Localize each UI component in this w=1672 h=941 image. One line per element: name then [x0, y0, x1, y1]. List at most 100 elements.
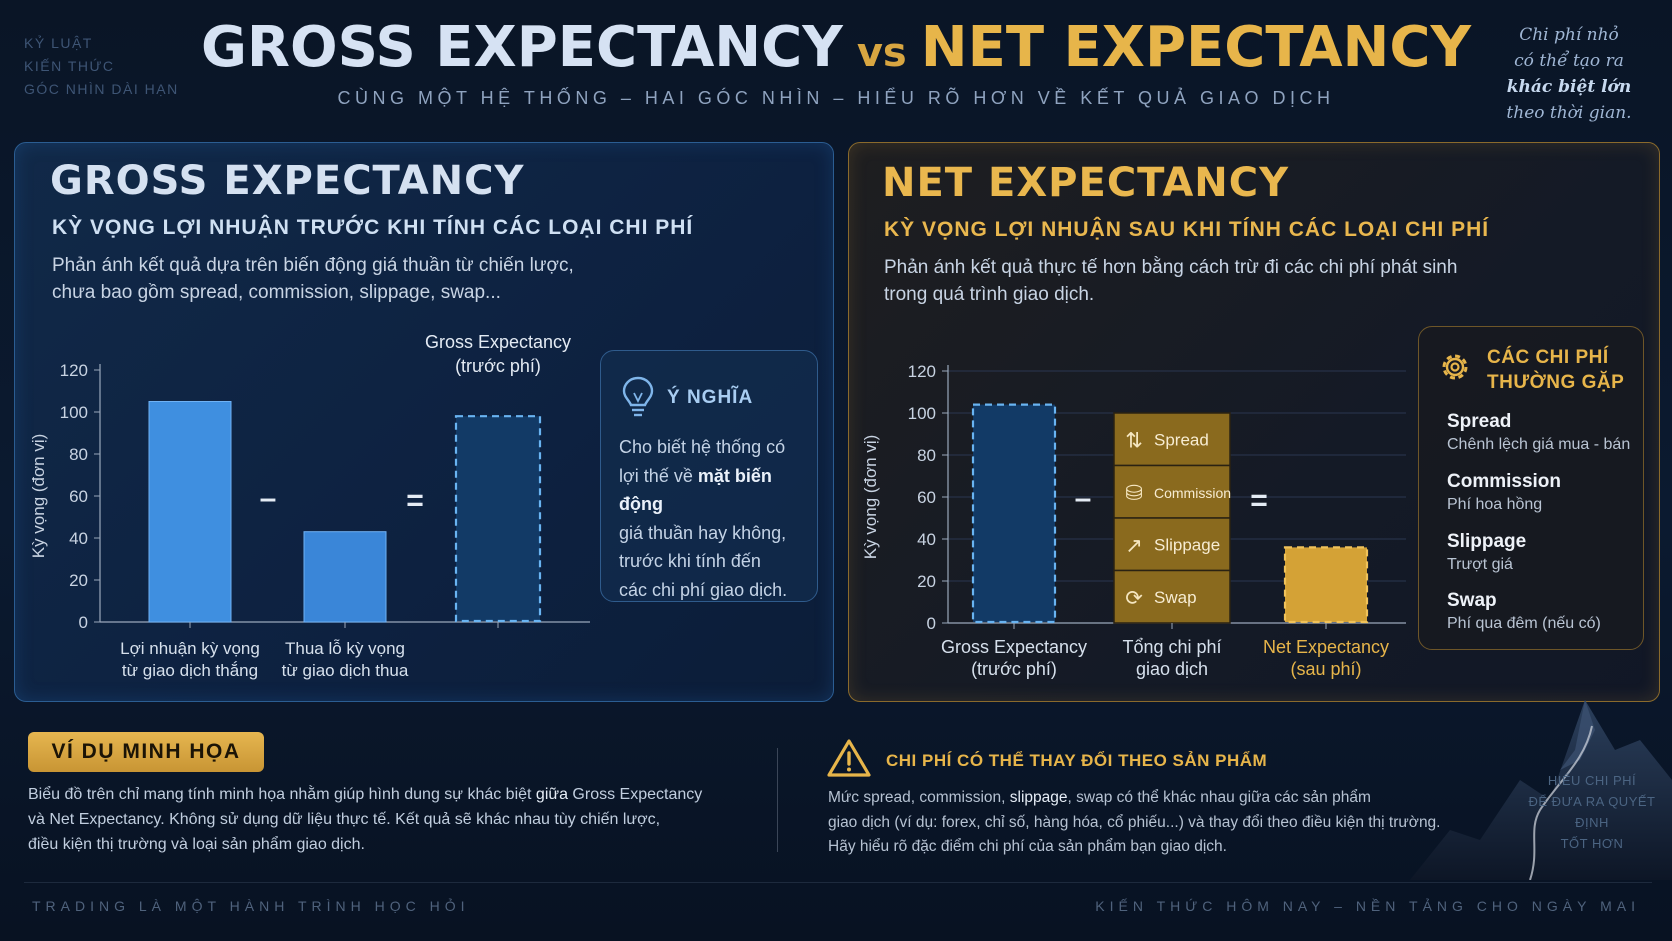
- main-title: GROSS EXPECTANCY vs NET EXPECTANCY: [0, 12, 1672, 89]
- stack-segment: [1113, 464, 1231, 519]
- mountain-caption: HIỂU CHI PHÍ ĐỂ ĐƯA RA QUYẾT ĐỊNH TỐT HƠ…: [1512, 770, 1672, 854]
- warning-line-part: , swap có thể khác nhau giữa các sản phẩ…: [1067, 789, 1371, 806]
- net-panel-subtitle: KỲ VỌNG LỢI NHUẬN SAU KHI TÍNH CÁC LOẠI …: [884, 218, 1490, 241]
- y-tick-label: 20: [69, 571, 88, 590]
- tagline-line: KIẾN THỨC: [24, 58, 115, 74]
- warning-line-bold: slippage: [1009, 789, 1068, 806]
- y-tick-label: 80: [69, 445, 88, 464]
- meaning-line: giá thuần hay không,: [619, 522, 787, 543]
- meaning-line: Cho biết hệ thống có: [619, 437, 786, 457]
- bar: [148, 401, 232, 623]
- gross-panel-subtitle: KỲ VỌNG LỢI NHUẬN TRƯỚC KHI TÍNH CÁC LOẠ…: [52, 216, 694, 239]
- example-line: Biểu đồ trên chỉ mang tính minh họa nhằm…: [28, 782, 748, 807]
- mountain-illustration: [1410, 700, 1672, 880]
- lightbulb-icon: [622, 376, 654, 417]
- example-line: và Net Expectancy. Không sử dụng dữ liệu…: [28, 811, 661, 828]
- stack-segment: [1113, 517, 1231, 572]
- y-tick-label: 60: [69, 487, 88, 506]
- cost-item-spread: Spread Chênh lệch giá mua - bán: [1447, 409, 1630, 456]
- warning-title: CHI PHÍ CÓ THỂ THAY ĐỔI THEO SẢN PHẨM: [886, 751, 1268, 770]
- example-line: điều kiện thị trường và loại sản phẩm gi…: [28, 836, 365, 853]
- stack-segment-icon: ⇅: [1125, 429, 1143, 452]
- main-title-vs: vs: [856, 30, 907, 76]
- y-tick-label: 40: [69, 529, 88, 548]
- bar: [303, 531, 387, 623]
- example-line-part: Gross Expectancy: [567, 786, 703, 803]
- stack-segment-label: Slippage: [1154, 535, 1220, 554]
- cost-name: Commission: [1447, 471, 1562, 492]
- x-tick-label: Net Expectancy: [1263, 637, 1389, 657]
- y-tick-label: 0: [79, 613, 88, 632]
- main-title-net: NET EXPECTANCY: [920, 15, 1472, 80]
- example-line-bold: giữa: [535, 786, 568, 803]
- bar-top-label: Gross Expectancy: [425, 332, 571, 352]
- x-tick-label: Thua lỗ kỳ vọng: [285, 639, 405, 658]
- example-text: Biểu đồ trên chỉ mang tính minh họa nhằm…: [28, 782, 748, 857]
- mountain-caption-line: ĐỂ ĐƯA RA QUYẾT ĐỊNH: [1528, 794, 1656, 830]
- y-tick-label: 100: [60, 403, 88, 422]
- costs-box: CÁC CHI PHÍ THƯỜNG GẶP Spread Chênh lệch…: [1418, 326, 1644, 650]
- equals-sign: =: [406, 484, 424, 517]
- x-tick-label: giao dịch: [1136, 659, 1208, 679]
- desc-line: chưa bao gồm spread, commission, slippag…: [52, 282, 501, 303]
- net-panel-desc: Phản ánh kết quả thực tế hơn bằng cách t…: [884, 254, 1457, 308]
- warning-line: Mức spread, commission, slippage, swap c…: [828, 786, 1468, 811]
- main-title-gross: GROSS EXPECTANCY: [200, 15, 843, 80]
- x-tick-label: (sau phí): [1290, 659, 1361, 679]
- quote-line: có thể tạo ra: [1514, 51, 1624, 71]
- stack-segment: [1113, 412, 1231, 467]
- bar-dashed: [971, 403, 1057, 624]
- cost-name: Spread: [1447, 411, 1512, 432]
- x-tick-label: từ giao dịch thắng: [122, 661, 258, 680]
- y-tick-label: 0: [927, 614, 936, 633]
- costs-title-line: THƯỜNG GẶP: [1487, 372, 1625, 393]
- example-badge: VÍ DỤ MINH HỌA: [28, 732, 264, 772]
- quote-line: Chi phí nhỏ: [1519, 25, 1619, 45]
- cost-desc: Phí hoa hồng: [1447, 496, 1543, 513]
- y-tick-label: 80: [917, 446, 936, 465]
- minus-sign: –: [260, 482, 277, 515]
- cost-desc: Chênh lệch giá mua - bán: [1447, 436, 1631, 453]
- cost-name: Slippage: [1447, 531, 1527, 552]
- stack-segment-label: Commission: [1154, 485, 1231, 501]
- meaning-line-part: lợi thế về: [619, 465, 698, 486]
- mountain-caption-line: HIỂU CHI PHÍ: [1547, 773, 1637, 788]
- quote-line-highlight: khác biệt lớn: [1506, 77, 1632, 97]
- gross-panel-title: GROSS EXPECTANCY: [50, 158, 525, 204]
- warning-icon: [827, 739, 871, 777]
- y-tick-label: 40: [917, 530, 936, 549]
- meaning-line: các chi phí giao dịch.: [619, 579, 788, 600]
- gear-icon: [1442, 354, 1468, 380]
- quote-line: khác biệt lớn: [1494, 74, 1644, 100]
- cost-item-commission: Commission Phí hoa hồng: [1447, 469, 1561, 516]
- header-quote: Chi phí nhỏ có thể tạo ra khác biệt lớn …: [1494, 22, 1644, 126]
- y-axis-label: Kỳ vọng (đơn vị): [29, 434, 48, 559]
- y-tick-label: 100: [908, 404, 936, 423]
- warning-line: giao dịch (ví dụ: forex, chỉ số, hàng hó…: [828, 813, 1441, 831]
- stack-segment-icon: ⛁: [1125, 482, 1143, 505]
- main-subtitle: CÙNG MỘT HỆ THỐNG – HAI GÓC NHÌN – HIỂU …: [337, 88, 1335, 108]
- quote-line: theo thời gian.: [1506, 103, 1632, 123]
- meaning-title: Ý NGHĨA: [667, 387, 754, 408]
- warning-text: Mức spread, commission, slippage, swap c…: [828, 786, 1468, 860]
- y-tick-label: 120: [908, 362, 936, 381]
- cost-item-swap: Swap Phí qua đêm (nếu có): [1447, 588, 1601, 635]
- cost-desc: Trượt giá: [1447, 556, 1513, 573]
- tagline-line: GÓC NHÌN DÀI HẠN: [24, 81, 179, 97]
- x-tick-label: (trước phí): [971, 659, 1057, 679]
- warning-line-part: Mức spread, commission,: [828, 789, 1010, 806]
- net-panel-title: NET EXPECTANCY: [882, 160, 1290, 206]
- costs-title: CÁC CHI PHÍ THƯỜNG GẶP: [1487, 345, 1624, 395]
- footer-left: TRADING LÀ MỘT HÀNH TRÌNH HỌC HỎI: [32, 898, 470, 914]
- stack-segment-icon: ⟳: [1125, 587, 1143, 610]
- x-tick-label: Tổng chi phí: [1122, 637, 1221, 657]
- example-line-part: Biểu đồ trên chỉ mang tính minh họa nhằm…: [28, 786, 536, 803]
- bar-dashed: [1283, 546, 1369, 624]
- x-tick-label: từ giao dịch thua: [282, 661, 409, 680]
- x-tick-label: Gross Expectancy: [941, 637, 1087, 657]
- cost-name: Swap: [1447, 590, 1497, 611]
- minus-sign: –: [1075, 482, 1092, 515]
- meaning-line: lợi thế về mặt biến động: [619, 462, 815, 519]
- stack-segment-icon: ↗: [1125, 534, 1143, 557]
- equals-sign: =: [1250, 484, 1268, 517]
